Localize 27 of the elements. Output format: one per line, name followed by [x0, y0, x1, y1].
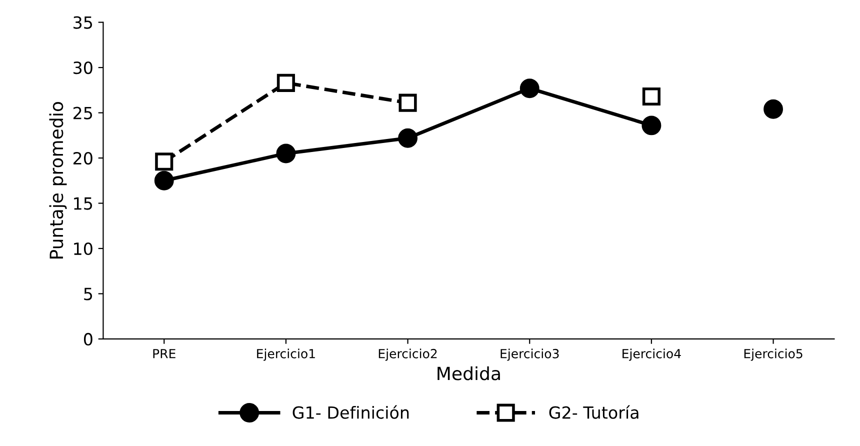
y-tick-label: 30	[74, 62, 92, 74]
point	[642, 87, 660, 106]
point	[155, 152, 174, 171]
point	[520, 78, 540, 98]
point	[276, 144, 296, 164]
point	[154, 170, 174, 190]
y-tick-label: 5	[84, 288, 92, 300]
point	[398, 94, 417, 112]
x-tick-label: PRE	[153, 349, 176, 358]
x-tick-label: Ejercicio4	[622, 348, 681, 361]
y-axis-title: Puntaje promedio	[49, 102, 67, 258]
y-tick-label: 35	[74, 16, 92, 29]
x-tick-label: Ejercicio1	[257, 348, 315, 361]
y-tick-label: 10	[74, 242, 92, 256]
legend-label: G1- Definición	[292, 405, 409, 419]
y-tick-label: 0	[84, 332, 92, 346]
x-tick-label: Ejercicio3	[500, 348, 559, 361]
y-tick-label: 20	[73, 152, 92, 165]
x-tick-label: Ejercicio5	[744, 348, 802, 361]
point	[276, 74, 295, 92]
point	[398, 128, 418, 148]
legend-label: G2- Tutoría	[549, 405, 638, 419]
x-axis-title: Medida	[438, 366, 500, 380]
y-tick-label: 15	[74, 197, 92, 210]
y-tick-label: 25	[73, 106, 92, 120]
point	[642, 116, 662, 136]
x-tick-label: Ejercicio2	[378, 348, 437, 361]
